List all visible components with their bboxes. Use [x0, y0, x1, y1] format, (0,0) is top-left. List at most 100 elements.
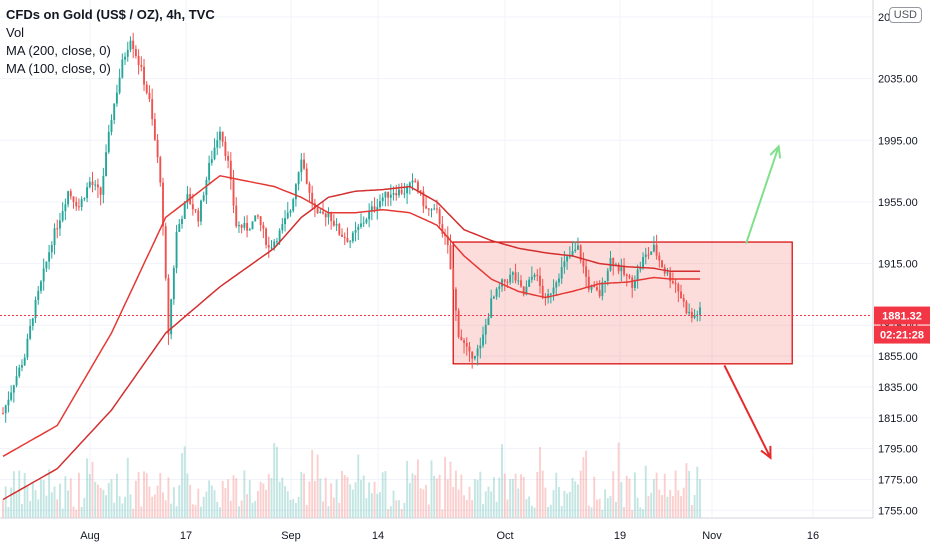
volume-bar: [324, 477, 327, 518]
volume-bar: [400, 508, 403, 518]
volume-bar: [525, 499, 528, 518]
volume-bar: [29, 501, 32, 518]
volume-bar: [194, 505, 197, 518]
candle-body: [102, 175, 105, 195]
volume-bar: [376, 493, 379, 518]
price-labels: 1881.32 02:21:28: [874, 306, 930, 344]
candle-body: [281, 224, 284, 231]
volume-bar: [259, 481, 262, 518]
volume-bar: [568, 491, 571, 518]
volume-bar: [251, 502, 254, 518]
candle-body: [457, 310, 460, 337]
candle-body: [305, 168, 308, 184]
volume-bar: [362, 475, 365, 518]
volume-bar: [197, 488, 200, 518]
candle-body: [541, 285, 544, 297]
candle-body: [34, 300, 37, 319]
volume-bar: [549, 504, 552, 518]
candle-body: [625, 274, 628, 276]
candle-body: [110, 119, 113, 132]
candle-body: [636, 269, 639, 281]
candle-body: [64, 204, 67, 212]
volume-bar: [631, 509, 634, 518]
candle-body: [221, 131, 224, 142]
volume-bar: [484, 491, 487, 518]
volume-bar: [256, 491, 259, 518]
volume-bar: [183, 446, 186, 518]
ma200-line: [2, 185, 700, 501]
volume-bar: [539, 446, 541, 518]
volume-bar: [403, 502, 406, 518]
candle-body: [487, 317, 490, 325]
volume-bar: [34, 490, 37, 518]
candle-body: [227, 155, 230, 161]
candle-body: [2, 413, 4, 415]
volume-bar: [533, 507, 536, 518]
candle-body: [620, 266, 623, 272]
candle-body: [167, 278, 170, 335]
volume-bar: [590, 507, 593, 518]
candle-body: [107, 131, 110, 153]
volume-bar: [636, 497, 639, 518]
candle-body: [151, 99, 154, 120]
range-box: [452, 241, 793, 365]
candle-body: [593, 285, 596, 288]
candle-body: [468, 346, 471, 352]
volume-bar: [48, 469, 51, 518]
volume-bar: [587, 505, 590, 518]
volume-bar: [143, 471, 145, 518]
volume-bar: [202, 496, 205, 518]
y-tick-label: 1995.00: [878, 135, 918, 147]
candle-body: [178, 224, 181, 232]
candle-body: [389, 194, 392, 198]
volume-bar: [164, 500, 167, 518]
candle-body: [346, 237, 349, 242]
candle-body: [213, 147, 216, 160]
candle-body: [72, 196, 75, 202]
candle-body: [490, 298, 493, 318]
candle-body: [465, 343, 468, 347]
candle-body: [435, 208, 438, 210]
candle-body: [506, 281, 509, 283]
candle-body: [555, 282, 558, 288]
candle-body: [324, 213, 327, 218]
candle-body: [403, 193, 406, 195]
candle-body: [631, 277, 634, 289]
candle-body: [61, 211, 64, 221]
volume-bar: [370, 493, 373, 518]
candle-body: [498, 286, 501, 289]
candle-body: [229, 160, 232, 180]
volume-bar: [50, 492, 53, 518]
volume-bar: [338, 502, 341, 518]
candle-body: [536, 274, 539, 276]
candle-body: [433, 208, 436, 210]
volume-bar: [389, 506, 392, 518]
candle-body: [300, 159, 303, 173]
x-tick-label: 16: [807, 530, 819, 542]
candle-body: [200, 200, 202, 222]
candle-body: [83, 198, 86, 200]
volume-bar: [191, 504, 194, 518]
volume-bar: [303, 473, 305, 518]
volume-bar: [289, 499, 292, 518]
volume-bar: [186, 473, 189, 518]
candle-body: [354, 230, 357, 233]
x-tick-label: 14: [372, 530, 384, 542]
volume-bar: [313, 480, 316, 518]
volume-bar: [96, 484, 99, 518]
candle-body: [26, 338, 29, 358]
y-tick-label: 1915.00: [878, 259, 918, 271]
candle-body: [471, 351, 474, 359]
volume-bar: [262, 483, 265, 518]
countdown-tag: [874, 325, 930, 344]
volume-bar: [56, 499, 59, 518]
ma100-legend: MA (100, close, 0): [6, 61, 111, 76]
candle-body: [509, 274, 512, 283]
candle-body: [75, 201, 78, 207]
candle-body: [604, 281, 607, 283]
volume-bar: [528, 496, 531, 518]
volume-bar: [509, 479, 512, 518]
candle-body: [124, 56, 126, 60]
currency-badge[interactable]: USD: [888, 7, 922, 23]
